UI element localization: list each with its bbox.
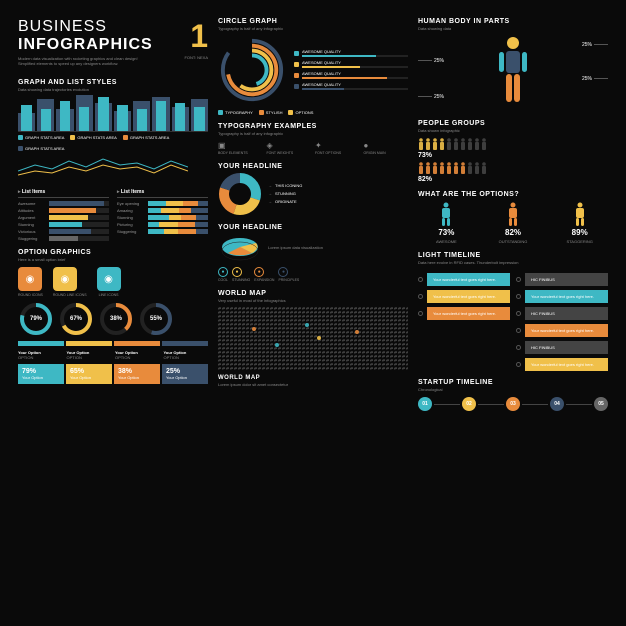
body-label: 25% [582, 42, 608, 48]
timeline-node: 02 [462, 397, 476, 411]
body-label: 25% [418, 58, 444, 64]
timeline-item: HIC FINIBUS [516, 273, 608, 286]
icon-dot: ●STUNNING [232, 267, 250, 282]
timeline-item: Your wonderful text goes right here. [418, 273, 510, 286]
timeline-item: Your wonderful text goes right here. [418, 307, 510, 320]
timeline-item: Your wonderful text goes right here. [516, 290, 608, 303]
timeline-item: HIC FINIBUS [516, 307, 608, 320]
option-figure: 82%OUTSTANDING [485, 202, 542, 244]
world-map-section: WORLD MAP Very useful in most of the inf… [218, 290, 408, 393]
timeline-item: HIC FINIBUS [516, 341, 608, 354]
typo-item: ◈FONT WEIGHTS [267, 141, 312, 155]
headline-3d-section: YOUR HEADLINE Lorem ipsum data visualiza… [218, 224, 408, 282]
chart-legend: GRAPH STATS AREA GRAPH STATS AREA GRAPH ST… [18, 135, 208, 151]
option-label: Your OptionOPTION [67, 350, 112, 360]
map-pin [355, 330, 359, 334]
option-label: Your OptionOPTION [164, 350, 209, 360]
light-timeline-section: LIGHT TIMELINE Data here evolve in RFID … [418, 252, 608, 372]
body-figure [494, 36, 532, 106]
timeline-node: 05 [594, 397, 608, 411]
headline-donut-section: YOUR HEADLINE → THIS ICONING→ STUNNING→ … [218, 163, 408, 216]
radial-gauge: 67% [58, 301, 94, 337]
circle-graph-svg [218, 36, 286, 104]
map-pin [305, 323, 309, 327]
list-item: Stunning [18, 222, 109, 227]
radial-gauge: 55% [138, 301, 174, 337]
option-icon: ◉ROUND LINE ICONS [53, 267, 87, 297]
timeline-item: Your wonderful text goes right here. [516, 324, 608, 337]
timeline-node: 03 [506, 397, 520, 411]
list-item: Stuggering [18, 236, 109, 241]
legend-item: AWESOME QUALITY [294, 71, 408, 79]
donut-chart [218, 172, 262, 216]
timeline-item: Your wonderful text goes right here. [516, 358, 608, 371]
column-right: HUMAN BODY IN PARTS Data showing data 25… [418, 18, 608, 608]
typo-item: ●ORIGIN MAIN [364, 141, 409, 155]
edition-number: 1 [184, 18, 208, 55]
icon-dot: ●COOL [218, 267, 228, 282]
world-map [218, 307, 408, 371]
body-label: 25% [418, 94, 444, 100]
option-figure: 73%AWESOME [418, 202, 475, 244]
column-middle: CIRCLE GRAPH Typography is half of any i… [218, 18, 408, 608]
option-icon: ◉ROUND ICONS [18, 267, 43, 297]
startup-timeline-section: STARTUP TIMELINE Chronological 010203040… [418, 379, 608, 411]
column-left: BUSINESSINFOGRAPHICS Modern data visuali… [18, 18, 208, 608]
line-chart [18, 155, 188, 179]
option-cell: 38%Your Option [114, 364, 160, 384]
list-item: Eye opening [117, 201, 208, 206]
icon-dot: ●EXPANSION [254, 267, 274, 282]
legend-item: GRAPH STATS AREA [18, 146, 64, 151]
graph-list-section: GRAPH AND LIST STYLES Data showing data … [18, 79, 208, 182]
option-icon: ◉LINE ICONS [97, 267, 121, 297]
legend-item: AWESOME QUALITY [294, 49, 408, 57]
list-item: Picturing [117, 222, 208, 227]
people-group: 82% [418, 162, 608, 183]
map-pin [252, 327, 256, 331]
people-groups-section: PEOPLE GROUPS Data shown infographic 73%… [418, 120, 608, 183]
map-pin [317, 336, 321, 340]
legend-item: AWESOME QUALITY [294, 82, 408, 90]
typo-item: ▣BODY ELEMENTS [218, 141, 263, 155]
people-group: 73% [418, 138, 608, 159]
legend-item: AWESOME QUALITY [294, 60, 408, 68]
map-pin [275, 343, 279, 347]
options3-section: WHAT ARE THE OPTIONS? 73%AWESOME82%OUTST… [418, 191, 608, 244]
option-label: Your OptionOPTION [18, 350, 63, 360]
option-cell: 25%Your Option [162, 364, 208, 384]
legend-item: GRAPH STATS AREA [70, 135, 116, 140]
list-item: Attitudes [18, 208, 109, 213]
bar-chart [18, 96, 208, 132]
main-title: BUSINESSINFOGRAPHICS [18, 18, 153, 54]
timeline-item: Your wonderful text goes right here. [418, 290, 510, 303]
main-header: BUSINESSINFOGRAPHICS Modern data visuali… [18, 18, 208, 71]
list-item: Argument [18, 215, 109, 220]
circle-graph-section: CIRCLE GRAPH Typography is half of any i… [218, 18, 408, 115]
list-item: Amazing [117, 208, 208, 213]
timeline-node: 01 [418, 397, 432, 411]
body-label: 25% [582, 76, 608, 82]
option-cell: 79%Your Option [18, 364, 64, 384]
font-label: FONT: NEXA [184, 55, 208, 60]
radial-gauge: 38% [98, 301, 134, 337]
option-graphics-section: OPTION GRAPHICS Here is a small option b… [18, 249, 208, 384]
option-cell: 65%Your Option [66, 364, 112, 384]
typo-item: ✦FONT OPTIONS [315, 141, 360, 155]
main-desc: Modern data visualization with rocketing… [18, 57, 138, 67]
list-item: Stuggering [117, 229, 208, 234]
list-item: Stunning [117, 215, 208, 220]
option-figure: 89%STAGGERING [551, 202, 608, 244]
timeline-node: 04 [550, 397, 564, 411]
legend-item: GRAPH STATS AREA [18, 135, 64, 140]
list-item: Victorious [18, 229, 109, 234]
list-items-section: ▸ List Items AwesomeAttitudesArgumentStu… [18, 189, 208, 241]
radial-gauge: 79% [18, 301, 54, 337]
list-item: Awesome [18, 201, 109, 206]
legend-item: GRAPH STATS AREA [123, 135, 169, 140]
human-body-section: HUMAN BODY IN PARTS Data showing data 25… [418, 18, 608, 112]
option-label: Your OptionOPTION [115, 350, 160, 360]
pie-3d-icon [218, 233, 262, 263]
typography-section: TYPOGRAPHY EXAMPLES Typography is half o… [218, 123, 408, 155]
icon-dot: ●PRINCIPLES [278, 267, 299, 282]
